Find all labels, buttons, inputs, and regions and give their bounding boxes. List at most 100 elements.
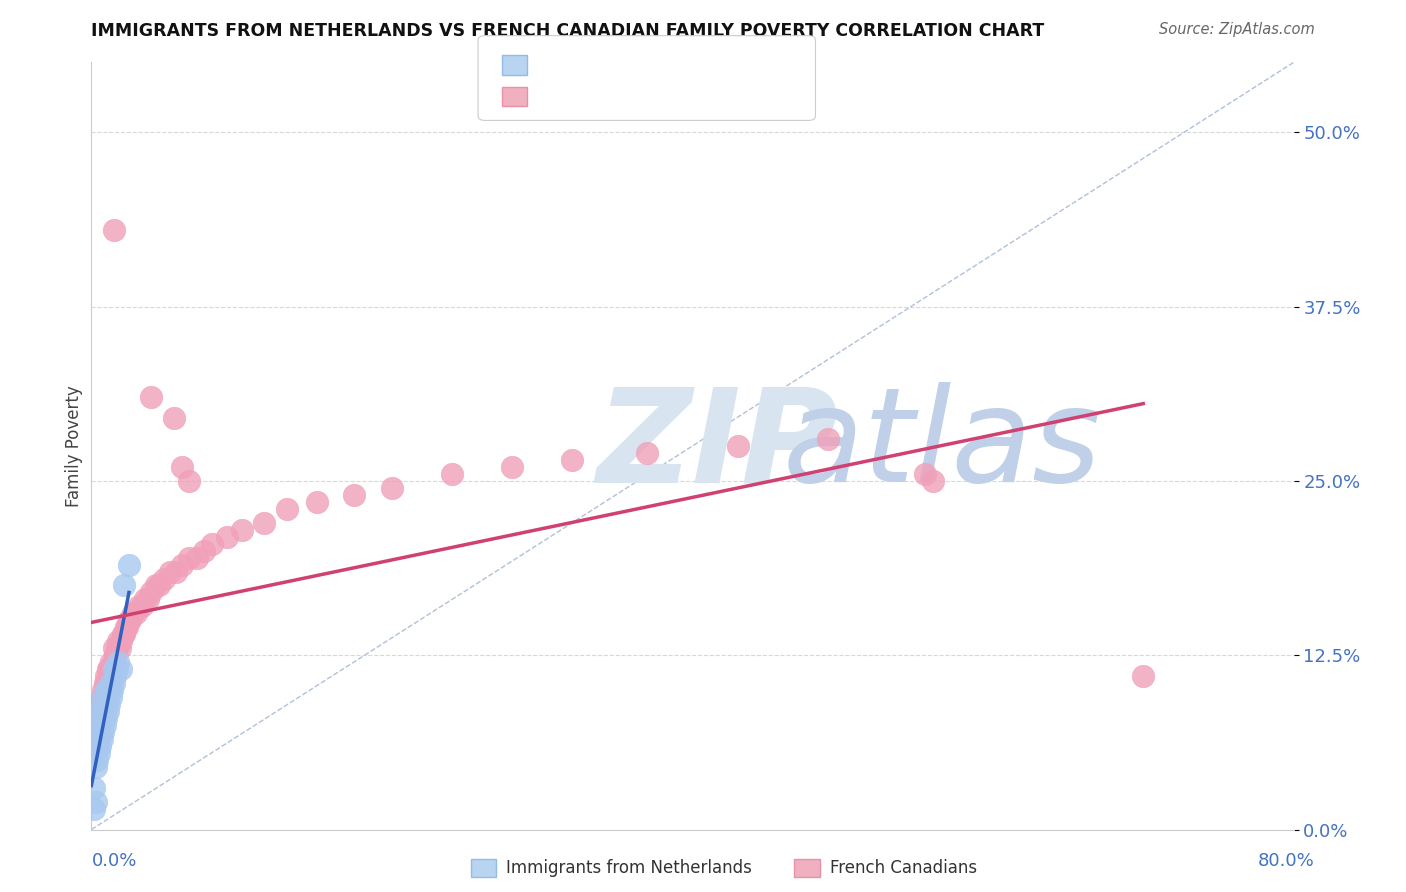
- Point: [93, 704, 115, 718]
- Point: [93, 704, 115, 718]
- Point: [96, 669, 118, 683]
- Point: [440, 467, 463, 481]
- Point: [90, 690, 112, 704]
- Point: [110, 662, 132, 676]
- Point: [114, 578, 136, 592]
- Point: [83, 802, 105, 816]
- Point: [145, 578, 167, 592]
- Point: [501, 459, 523, 474]
- Point: [97, 690, 120, 704]
- Point: [100, 669, 122, 683]
- Text: 0.0%: 0.0%: [91, 852, 136, 870]
- Point: [165, 565, 187, 579]
- Point: [922, 474, 945, 488]
- Point: [201, 536, 224, 550]
- Point: [1132, 669, 1154, 683]
- Point: [84, 795, 107, 809]
- Text: IMMIGRANTS FROM NETHERLANDS VS FRENCH CANADIAN FAMILY POVERTY CORRELATION CHART: IMMIGRANTS FROM NETHERLANDS VS FRENCH CA…: [91, 22, 1045, 40]
- Point: [94, 697, 117, 711]
- Point: [105, 662, 128, 676]
- Point: [89, 739, 111, 753]
- Point: [163, 411, 186, 425]
- Point: [97, 683, 120, 698]
- Point: [93, 725, 115, 739]
- Point: [103, 223, 125, 237]
- Point: [111, 627, 134, 641]
- Point: [561, 453, 583, 467]
- Point: [122, 607, 145, 621]
- Point: [100, 676, 122, 690]
- Point: [170, 459, 193, 474]
- Point: [148, 578, 170, 592]
- Point: [94, 718, 117, 732]
- Point: [110, 634, 132, 648]
- Point: [90, 711, 112, 725]
- Text: ZIP: ZIP: [596, 383, 838, 509]
- Text: 0.474: 0.474: [576, 87, 633, 105]
- Point: [817, 432, 839, 446]
- Point: [138, 592, 160, 607]
- Point: [87, 746, 110, 760]
- Point: [103, 655, 125, 669]
- Point: [90, 711, 112, 725]
- Point: [101, 683, 124, 698]
- Point: [93, 690, 115, 704]
- Point: [98, 662, 121, 676]
- Point: [231, 523, 253, 537]
- Point: [108, 641, 131, 656]
- Point: [97, 704, 120, 718]
- Point: [87, 731, 110, 746]
- Point: [89, 697, 111, 711]
- Point: [100, 655, 122, 669]
- Text: N =: N =: [647, 56, 686, 74]
- Text: atlas: atlas: [783, 383, 1101, 509]
- Text: R =: R =: [538, 87, 578, 105]
- Text: 80.0%: 80.0%: [1258, 852, 1315, 870]
- Point: [93, 683, 115, 698]
- Point: [141, 390, 163, 404]
- Point: [96, 690, 118, 704]
- Point: [159, 565, 181, 579]
- Point: [89, 718, 111, 732]
- Point: [215, 530, 238, 544]
- Point: [276, 501, 298, 516]
- Point: [128, 599, 150, 614]
- Point: [94, 676, 117, 690]
- Point: [86, 725, 108, 739]
- Point: [103, 662, 125, 676]
- Y-axis label: Family Poverty: Family Poverty: [65, 385, 83, 507]
- Point: [98, 676, 121, 690]
- Point: [87, 711, 110, 725]
- Point: [253, 516, 276, 530]
- Point: [125, 607, 148, 621]
- Point: [152, 572, 174, 586]
- Point: [118, 613, 141, 627]
- Point: [87, 711, 110, 725]
- Point: [103, 676, 125, 690]
- Point: [97, 662, 120, 676]
- Point: [90, 731, 112, 746]
- Text: French Canadians: French Canadians: [830, 859, 977, 877]
- Point: [114, 627, 136, 641]
- Point: [193, 543, 215, 558]
- Point: [100, 690, 122, 704]
- Point: [86, 731, 108, 746]
- Point: [177, 550, 200, 565]
- Point: [107, 634, 129, 648]
- Point: [98, 697, 121, 711]
- Point: [115, 620, 138, 634]
- Point: [186, 550, 208, 565]
- Text: Immigrants from Netherlands: Immigrants from Netherlands: [506, 859, 752, 877]
- Point: [90, 697, 112, 711]
- Point: [94, 704, 117, 718]
- Point: [96, 683, 118, 698]
- Point: [343, 488, 366, 502]
- Text: 0.459: 0.459: [576, 56, 633, 74]
- Point: [104, 669, 127, 683]
- Point: [101, 662, 124, 676]
- Point: [131, 599, 153, 614]
- Point: [89, 704, 111, 718]
- Point: [107, 655, 129, 669]
- Point: [86, 753, 108, 767]
- Point: [89, 718, 111, 732]
